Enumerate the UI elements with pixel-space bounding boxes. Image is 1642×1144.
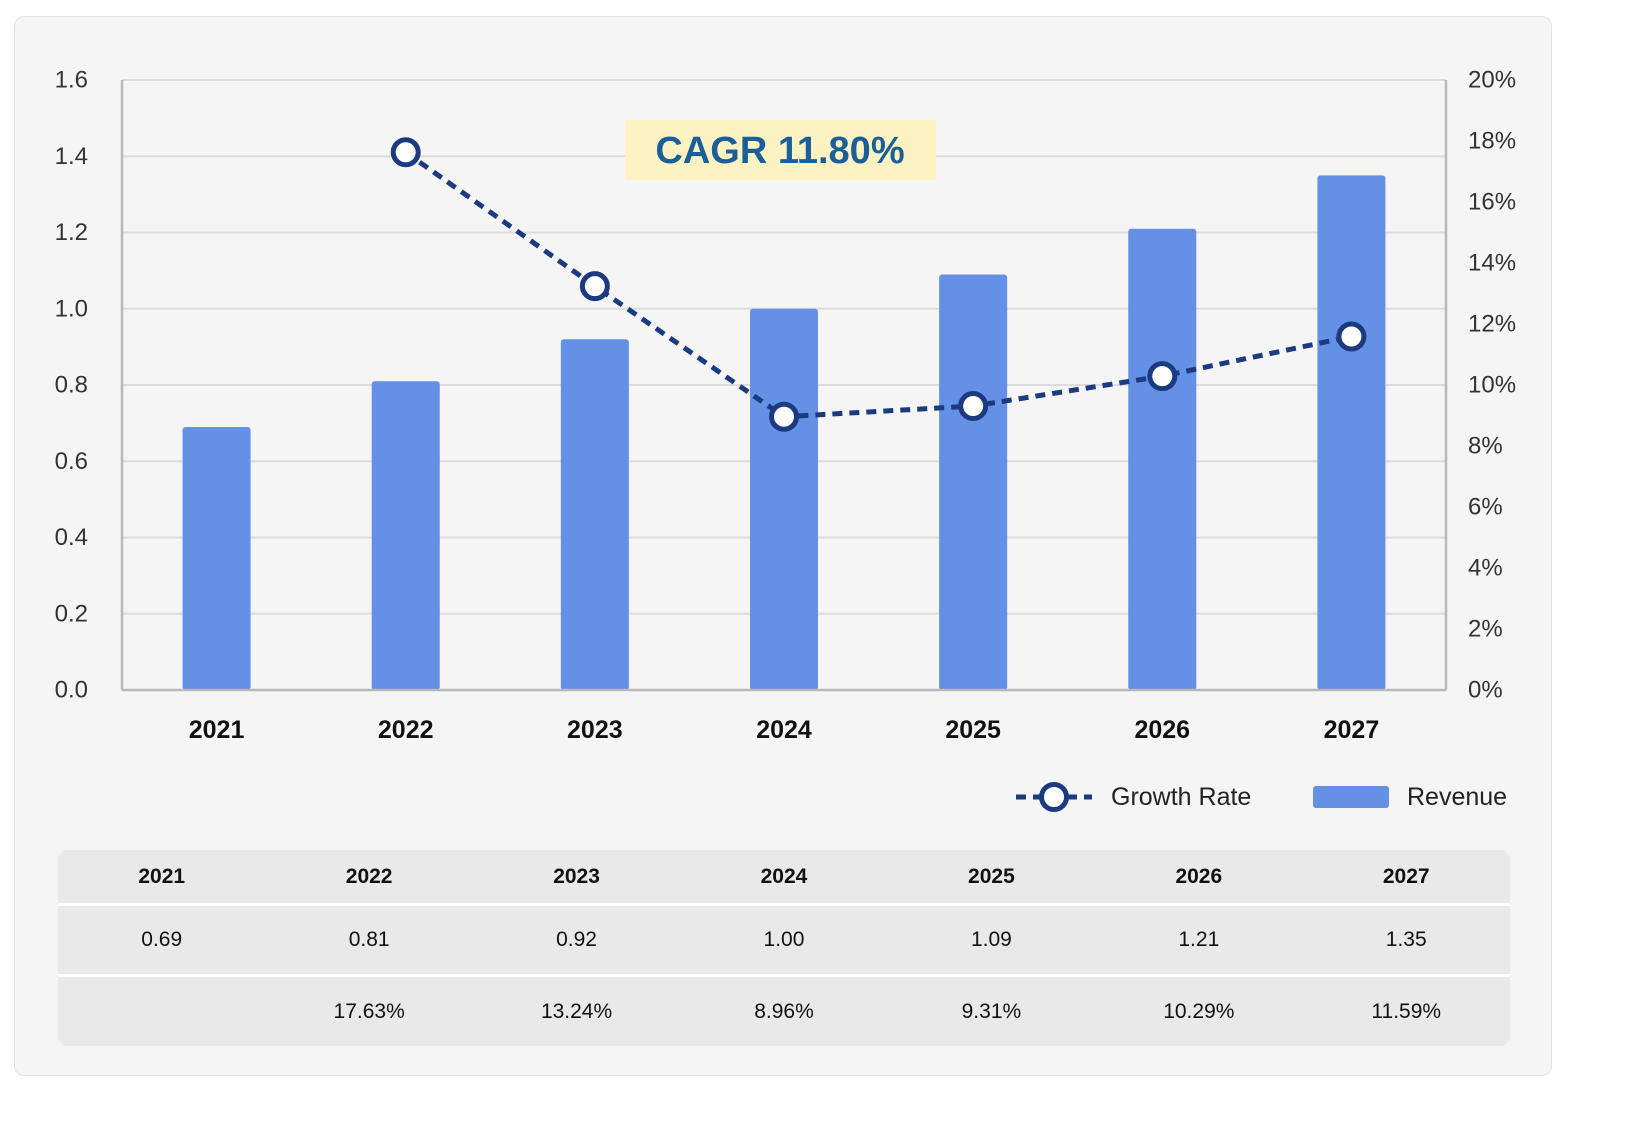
table-revenue-cell: 0.81 bbox=[348, 928, 390, 951]
growth-rate-point bbox=[769, 401, 799, 432]
table-header-cell: 2026 bbox=[1175, 864, 1223, 888]
right-tick-label: 4% bbox=[1468, 555, 1503, 582]
growth-rate-point bbox=[390, 137, 421, 168]
table-growth-cell: 11.59% bbox=[1371, 999, 1442, 1023]
table-header-row: 2021 2022 2023 2024 2025 2026 2027 bbox=[58, 850, 1510, 906]
table-revenue-cell: 1.35 bbox=[1385, 928, 1427, 951]
chart-axes bbox=[120, 80, 1448, 692]
left-tick-label: 1.6 bbox=[55, 67, 88, 94]
growth-rate-point bbox=[958, 391, 989, 422]
revenue-bars bbox=[182, 175, 1386, 690]
revenue-bar bbox=[1128, 228, 1197, 690]
right-tick-label: 12% bbox=[1468, 311, 1516, 338]
table-growth-cell: 9.31% bbox=[961, 999, 1022, 1023]
left-tick-label: 1.2 bbox=[55, 219, 88, 246]
right-tick-label: 20% bbox=[1468, 67, 1516, 94]
table-header-cell: 2021 bbox=[138, 864, 186, 888]
right-tick-label: 16% bbox=[1468, 189, 1516, 216]
growth-rate-point bbox=[1147, 361, 1178, 392]
right-tick-label: 10% bbox=[1468, 372, 1516, 399]
growth-rate-line-path bbox=[404, 150, 1352, 420]
left-tick-label: 0.4 bbox=[55, 524, 88, 551]
x-tick-label: 2026 bbox=[1134, 716, 1190, 744]
revenue-bar bbox=[371, 381, 440, 690]
left-tick-label: 1.0 bbox=[55, 295, 88, 322]
table-revenue-row: 0.69 0.81 0.92 1.00 1.09 1.21 1.35 bbox=[58, 906, 1510, 977]
table-revenue-cell: 1.00 bbox=[763, 928, 805, 951]
revenue-growth-chart: 0.0 0.2 0.4 0.6 0.8 1.0 1.2 1.4 1.6 0% 2% 4% 6% 8% 10… bbox=[55, 67, 1516, 812]
table-header-cell: 2025 bbox=[968, 864, 1015, 888]
x-tick-label: 2027 bbox=[1324, 716, 1380, 744]
revenue-bar bbox=[560, 339, 629, 690]
legend-revenue-label: Revenue bbox=[1407, 783, 1507, 811]
table-growth-cell: 10.29% bbox=[1163, 999, 1235, 1023]
cagr-label: CAGR 11.80% bbox=[655, 130, 904, 172]
growth-rate-point bbox=[1336, 321, 1367, 352]
legend-growth-marker bbox=[1039, 782, 1069, 812]
table-header-cell: 2023 bbox=[553, 864, 600, 888]
table-revenue-cell: 0.92 bbox=[556, 928, 597, 951]
table-header-cell: 2022 bbox=[345, 864, 393, 888]
legend-growth-label: Growth Rate bbox=[1111, 783, 1251, 811]
cagr-badge bbox=[625, 120, 936, 180]
table-growth-row: 17.63% 13.24% 8.96% 9.31% 10.29% 11.59% bbox=[58, 977, 1510, 1046]
x-tick-label: 2023 bbox=[567, 716, 623, 744]
left-tick-label: 1.4 bbox=[55, 143, 88, 170]
x-tick-label: 2025 bbox=[945, 716, 1001, 744]
table-header-cell: 2024 bbox=[760, 864, 808, 888]
cagr-annotation: CAGR 11.80% bbox=[625, 120, 936, 180]
growth-rate-point bbox=[579, 271, 610, 302]
table-revenue-cell: 1.09 bbox=[970, 928, 1012, 951]
table-header-cell: 2027 bbox=[1382, 864, 1430, 888]
right-axis-ticks: 0% 2% 4% 6% 8% 10% 12% 14% 16% 18% 20% bbox=[1468, 67, 1516, 704]
revenue-bar bbox=[750, 308, 818, 690]
revenue-bar bbox=[182, 426, 251, 690]
right-tick-label: 14% bbox=[1468, 250, 1516, 277]
x-tick-label: 2022 bbox=[378, 716, 434, 744]
revenue-bar bbox=[939, 274, 1008, 690]
x-tick-label: 2021 bbox=[189, 716, 245, 744]
table-growth-cell: 13.24% bbox=[540, 999, 613, 1023]
left-tick-label: 0.8 bbox=[55, 372, 88, 399]
left-axis-ticks: 0.0 0.2 0.4 0.6 0.8 1.0 1.2 1.4 1.6 bbox=[55, 67, 88, 704]
data-table: 2021 2022 2023 2024 2025 2026 2027 0.69 0.81 0.9… bbox=[58, 850, 1510, 1046]
legend-revenue-swatch bbox=[1313, 786, 1389, 808]
chart-legend: Growth Rate Revenue bbox=[1016, 782, 1507, 812]
left-tick-label: 0.2 bbox=[55, 600, 88, 627]
right-tick-label: 6% bbox=[1468, 494, 1503, 521]
right-tick-label: 8% bbox=[1468, 433, 1503, 460]
right-tick-label: 0% bbox=[1468, 677, 1503, 704]
revenue-bar bbox=[1317, 175, 1386, 690]
table-revenue-cell: 1.21 bbox=[1178, 928, 1220, 951]
table-revenue-cell: 0.69 bbox=[141, 928, 183, 951]
right-tick-label: 18% bbox=[1468, 128, 1516, 155]
left-tick-label: 0.0 bbox=[55, 677, 88, 704]
x-axis-ticks: 2021 2022 2023 2024 2025 2026 2027 bbox=[189, 716, 1379, 744]
table-growth-cell: 8.96% bbox=[754, 999, 814, 1023]
right-tick-label: 2% bbox=[1468, 616, 1503, 643]
x-tick-label: 2024 bbox=[756, 716, 812, 744]
table-growth-cell bbox=[58, 977, 265, 1046]
table-growth-cell: 17.63% bbox=[333, 999, 405, 1023]
left-tick-label: 0.6 bbox=[55, 448, 88, 475]
growth-rate-line bbox=[390, 137, 1367, 432]
